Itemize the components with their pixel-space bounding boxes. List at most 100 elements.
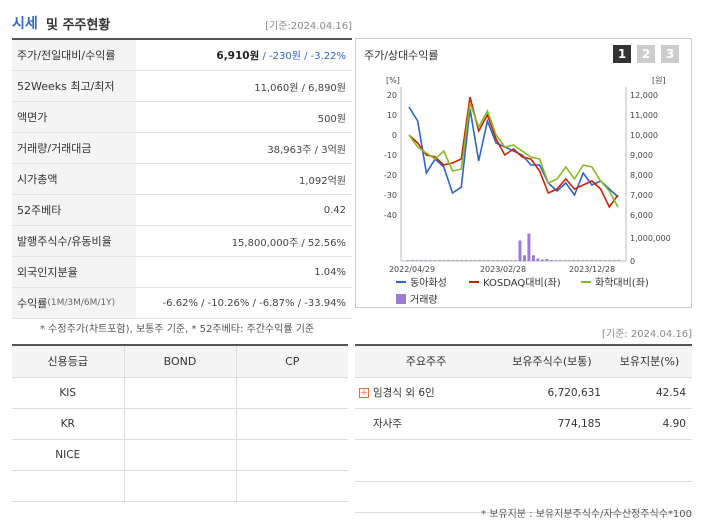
volume-bar [505,260,509,261]
chart-tab-2[interactable]: 2 [637,45,655,63]
volume-bar [608,260,612,261]
volume-bar [558,260,562,261]
summary-row: 거래량/거래대금 38,963주 / 3억원 [12,133,352,164]
volume-bar [612,260,616,261]
credit-row [12,470,348,502]
credit-row: KR [12,408,348,440]
credit-header-row: 신용등급 BOND CP [12,346,348,378]
holder-row: 자사주 774,185 4.90 [355,408,692,440]
volume-bar [437,260,441,261]
volume-bar [415,260,419,261]
volume-tick-label: 0 [630,257,635,266]
volume-bar [496,260,500,261]
summary-value: -6.62% / -10.26% / -6.87% / -33.94% [162,297,346,309]
volume-bar [482,260,486,261]
x-tick-label: 2023/02/28 [480,265,526,274]
volume-bar [576,260,580,261]
credit-cp [235,439,348,471]
summary-value: 500원 [317,113,346,125]
current-price: 6,910원 [216,50,260,62]
holder-pct: 4.90 [607,408,692,440]
volume-bar [487,260,491,261]
left-axis-unit: [%] [386,76,400,85]
as-of-date-2: [기준: 2024.04.16] [601,329,692,340]
volume-bar [603,260,607,261]
section-header: 시세 및 주주현황 [기준:2024.04.16] [12,12,352,34]
summary-value: 1.04% [314,266,346,278]
credit-bond [123,470,236,502]
holder-shares: 774,185 [497,408,607,440]
x-tick-label: 2022/04/29 [389,265,435,274]
credit-header: 신용등급 [12,346,124,378]
volume-bar [491,260,495,261]
credit-bond [123,377,236,409]
volume-bar [455,260,459,261]
volume-bar [500,260,504,261]
volume-bar [581,260,585,261]
section-title-rest: 및 주주현황 [46,18,111,33]
volume-bar [406,260,410,261]
chart-title: 주가/상대수익률 [364,49,439,62]
summary-label: 액면가 [12,102,136,132]
legend-label: 화학대비(좌) [595,277,649,289]
series-line [408,102,619,208]
volume-bar [585,260,589,261]
volume-bar [567,260,571,261]
volume-bar [469,260,473,261]
legend-label: 동아화성 [410,277,447,289]
volume-bar [540,259,544,261]
volume-bar [419,260,423,261]
credit-header: CP [235,346,348,378]
chart-tabs: 1 2 3 [613,45,679,63]
price-summary-table: 주가/전일대비/수익률 6,910원 / -230원 / -3.22% 52We… [12,38,352,319]
credit-header: BOND [123,346,236,378]
series-line [408,96,619,209]
summary-value: 38,963주 / 3억원 [267,144,346,156]
chart-tab-3[interactable]: 3 [661,45,679,63]
volume-bar [424,260,428,261]
summary-row: 발행주식수/유동비율 15,800,000주 / 52.56% [12,226,352,257]
summary-value: 0.42 [323,204,346,216]
summary-value: 6,910원 / -230원 / -3.22% [136,47,352,63]
holder-name-cell: + 임경식 외 6인 [355,377,497,409]
volume-bar [518,240,522,261]
credit-cp [235,408,348,440]
volume-bar [473,260,477,261]
legend-label: KOSDAQ대비(좌) [483,277,561,289]
credit-bond [123,439,236,471]
major-shareholders-table: 주요주주 보유주식수(보통) 보유지분(%) + 임경식 외 6인 6,720,6… [355,344,692,513]
volume-bar [545,259,549,261]
summary-label: 주가/전일대비/수익률 [12,40,136,70]
summary-label-sub: (1M/3M/6M/1Y) [47,298,116,308]
volume-bar [428,260,432,261]
summary-value: 15,800,000주 / 52.56% [231,237,346,249]
credit-row: NICE [12,439,348,471]
right-tick-label: 11,000 [630,111,658,120]
holders-header-row: 주요주주 보유주식수(보통) 보유지분(%) [355,346,692,378]
credit-row: KIS [12,377,348,409]
chart-tab-1[interactable]: 1 [613,45,631,63]
holder-shares: 6,720,631 [497,377,607,409]
volume-bar [446,260,450,261]
holder-name: 자사주 [355,408,497,440]
volume-bar [549,260,553,261]
summary-label-main: 수익률 [17,297,48,310]
volume-bar [464,260,468,261]
holders-header: 주요주주 [355,346,497,378]
volume-bar [572,260,576,261]
holder-pct: 42.54 [607,377,692,409]
volume-bar [478,260,482,261]
volume-bar [509,260,513,261]
credit-agency: KIS [12,377,124,409]
legend-label: 거래량 [410,294,438,306]
holders-header: 보유주식수(보통) [497,346,607,378]
right-tick-label: 10,000 [630,131,658,140]
summary-label: 거래량/거래대금 [12,133,136,163]
credit-bond [123,408,236,440]
summary-value: 11,060원 / 6,890원 [254,82,346,94]
price-change: / -230원 [259,51,301,62]
price-change-pct: / -3.22% [300,51,346,62]
volume-bar [531,255,535,261]
volume-bar [536,258,540,261]
expand-plus-icon[interactable]: + [359,388,369,398]
